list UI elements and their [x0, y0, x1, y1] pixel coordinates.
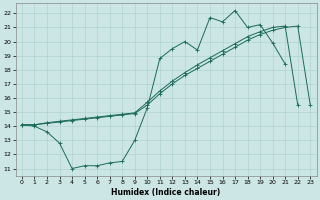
X-axis label: Humidex (Indice chaleur): Humidex (Indice chaleur) — [111, 188, 221, 197]
